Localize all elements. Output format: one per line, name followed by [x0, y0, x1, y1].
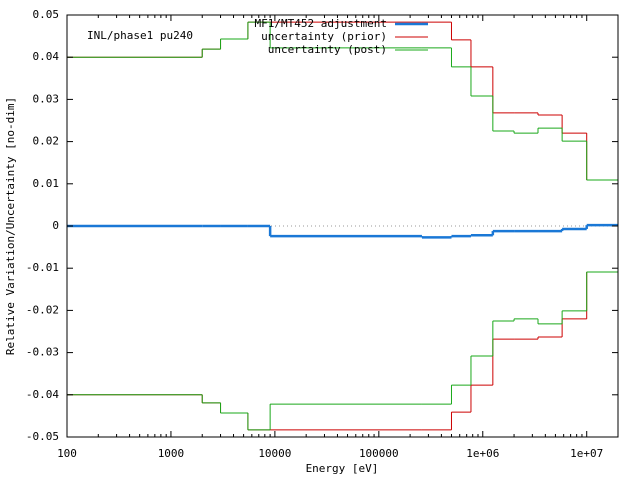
y-tick-label: -0.01	[26, 261, 59, 274]
y-tick-label: 0.01	[33, 177, 60, 190]
x-tick-label: 100	[57, 447, 77, 460]
y-tick-label: -0.02	[26, 303, 59, 316]
y-tick-label: 0	[52, 219, 59, 232]
y-tick-label: 0.05	[33, 8, 60, 21]
x-tick-label: 1e+07	[570, 447, 603, 460]
x-tick-label: 1000	[158, 447, 185, 460]
x-tick-label: 10000	[258, 447, 291, 460]
plot-area	[67, 21, 618, 431]
x-tick-label: 1e+06	[466, 447, 499, 460]
x-axis-label: Energy [eV]	[306, 462, 379, 475]
y-tick-label: -0.04	[26, 388, 59, 401]
x-tick-label: 100000	[359, 447, 399, 460]
legend-label: MF1/MT452 adjustment	[255, 17, 387, 30]
y-tick-label: 0.04	[33, 50, 60, 63]
y-tick-label: 0.03	[33, 92, 60, 105]
legend-label: uncertainty (prior)	[261, 30, 387, 43]
y-axis-label: Relative Variation/Uncertainty [no-dim]	[4, 97, 17, 355]
annotation: INL/phase1 pu240	[87, 29, 193, 42]
legend-label: uncertainty (post)	[268, 43, 387, 56]
y-tick-label: -0.03	[26, 346, 59, 359]
y-tick-label: 0.02	[33, 135, 60, 148]
y-tick-label: -0.05	[26, 430, 59, 443]
